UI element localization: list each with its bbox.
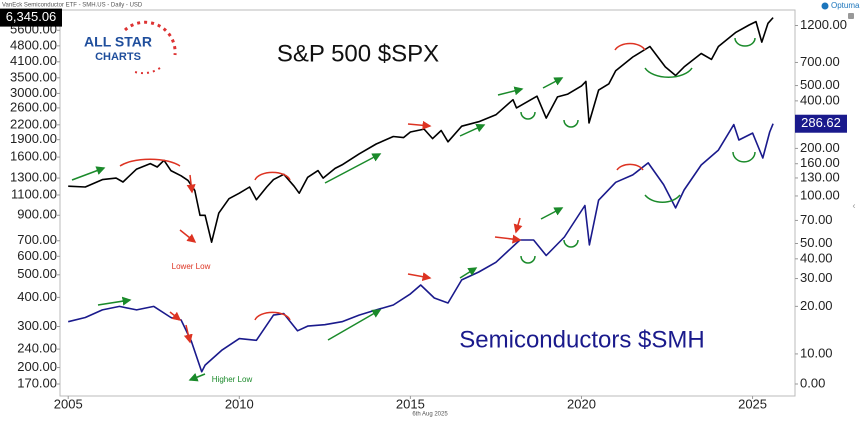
y2-tick-label: 70.00 — [800, 212, 833, 227]
y2-tick-label: 160.00 — [800, 155, 840, 170]
y-tick-label: 1300.00 — [10, 170, 57, 185]
y-tick-label: 3500.00 — [10, 69, 57, 84]
series-line — [68, 17, 774, 243]
annotation: Lower Low — [172, 262, 211, 271]
chart-header: VanEck Semiconductor ETF - SMH.US - Dail… — [2, 3, 143, 9]
y2-tick-label: 0.00 — [800, 375, 825, 390]
y2-tick-label: 200.00 — [800, 140, 840, 155]
logo-line-1: ALL STAR — [84, 34, 152, 50]
scroll-handle[interactable]: ‹ — [853, 200, 856, 210]
x-tick-label: 2015 — [396, 396, 425, 411]
y2-tick-label: 400.00 — [800, 92, 840, 107]
x-tick-label: 2010 — [225, 396, 254, 411]
x-tick-label: 2005 — [54, 396, 83, 411]
y-tick-label: 170.00 — [17, 375, 57, 390]
y-tick-label: 2600.00 — [10, 99, 57, 114]
y-tick-label: 300.00 — [17, 318, 57, 333]
last-value-label: 6,345.06 — [6, 9, 57, 24]
series-label: S&P 500 $SPX — [277, 40, 439, 67]
x-tick-label: 2025 — [738, 396, 767, 411]
y-tick-label: 240.00 — [17, 341, 57, 356]
series-label: Semiconductors $SMH — [459, 326, 704, 353]
y-tick-label: 500.00 — [17, 266, 57, 281]
y2-tick-label: 1200.00 — [800, 17, 847, 32]
brand: Optuma — [831, 1, 860, 10]
y2-tick-label: 10.00 — [800, 345, 833, 360]
all-star-logo: ALL STAR CHARTS — [84, 20, 177, 75]
date-footer: 6th Aug 2025 — [412, 412, 448, 418]
logo-line-2: CHARTS — [95, 51, 141, 63]
last-value-badge — [795, 114, 847, 133]
y2-tick-label: 40.00 — [800, 250, 833, 265]
y-tick-label: 700.00 — [17, 232, 57, 247]
y-tick-label: 1900.00 — [10, 131, 57, 146]
y-tick-label: 2200.00 — [10, 116, 57, 131]
y-tick-label: 4800.00 — [10, 37, 57, 52]
y-tick-label: 1600.00 — [10, 148, 57, 163]
y2-tick-label: 50.00 — [800, 235, 833, 250]
last-value-label: 286.62 — [801, 115, 841, 130]
y2-tick-label: 20.00 — [800, 298, 833, 313]
x-tick-label: 2020 — [567, 396, 596, 411]
annotation: Higher Low — [212, 375, 253, 384]
y2-tick-label: 100.00 — [800, 187, 840, 202]
y2-tick-label: 130.00 — [800, 169, 840, 184]
y-tick-label: 400.00 — [17, 289, 57, 304]
y-tick-label: 4100.00 — [10, 53, 57, 68]
plot-frame — [59, 9, 796, 397]
y2-tick-label: 700.00 — [800, 54, 840, 69]
optuma-logo: Optuma — [821, 1, 860, 19]
y-tick-label: 600.00 — [17, 248, 57, 263]
last-value-badge — [0, 8, 62, 27]
annotation-marks — [71, 37, 756, 382]
y-tick-label: 3000.00 — [10, 85, 57, 100]
series-line — [68, 123, 774, 373]
y2-tick-label: 30.00 — [800, 270, 833, 285]
y-tick-label: 200.00 — [17, 359, 57, 374]
y2-tick-label: 500.00 — [800, 77, 840, 92]
y-tick-label: 900.00 — [17, 207, 57, 222]
y-tick-label: 1100.00 — [11, 186, 57, 201]
